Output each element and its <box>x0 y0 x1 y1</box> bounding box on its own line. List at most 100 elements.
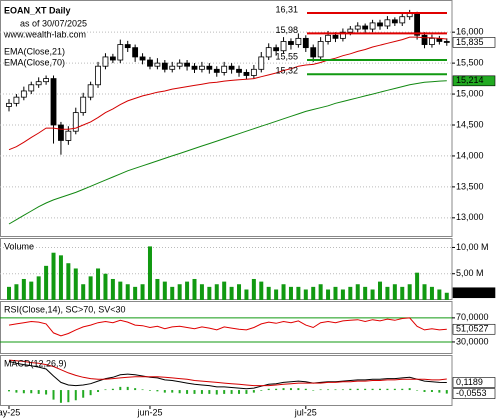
volume-bar <box>318 284 323 300</box>
candle-body <box>206 65 213 70</box>
volume-bar <box>370 289 375 300</box>
candle-body <box>221 65 228 73</box>
histogram-bar <box>193 390 196 394</box>
histogram-bar <box>15 390 18 393</box>
histogram-bar <box>82 390 85 398</box>
histogram-bar <box>327 389 330 391</box>
histogram-bar <box>304 388 307 391</box>
histogram-bar <box>260 390 263 391</box>
volume-bar <box>29 281 34 300</box>
y-tick-label: 10,00 M <box>456 242 489 252</box>
histogram-bar <box>171 390 174 393</box>
panel-frame <box>0 355 453 406</box>
histogram-bar <box>297 388 300 391</box>
volume-bar <box>303 289 308 300</box>
candle-body <box>199 65 205 70</box>
last-value-box <box>452 287 496 299</box>
x-tick-label: jun-25 <box>136 407 162 417</box>
legend-entry: EMA(Close,21) <box>4 46 65 56</box>
histogram-bar <box>445 390 448 394</box>
last-value-label: 51,0527 <box>456 324 489 334</box>
histogram-bar <box>141 389 144 391</box>
volume-bar <box>7 286 11 300</box>
volume-bar <box>155 278 160 300</box>
volume-bar <box>288 286 293 300</box>
volume-bar <box>21 278 26 300</box>
level-label: 15,32 <box>275 66 298 76</box>
y-tick-label: 70,0000 <box>456 312 489 322</box>
candle-body <box>354 25 361 30</box>
panel-frame <box>0 238 453 300</box>
macd-line <box>8 360 447 390</box>
volume-bar <box>147 246 152 300</box>
histogram-bar <box>67 390 70 403</box>
candle-body <box>184 62 190 67</box>
volume-bar <box>378 281 382 300</box>
panel-title: RSI(Close,14), SC>70, SV<30 <box>4 304 126 314</box>
histogram-bar <box>74 390 77 401</box>
volume-bar <box>340 289 345 300</box>
candle-body <box>347 28 354 33</box>
volume-bar <box>177 284 182 300</box>
volume-bar <box>118 281 123 300</box>
volume-bar <box>81 284 86 300</box>
candle-body <box>265 47 272 58</box>
volume-bar <box>162 281 167 300</box>
volume-bar <box>125 284 130 300</box>
volume-bar <box>237 284 242 300</box>
candle-body <box>325 34 331 42</box>
histogram-bar <box>438 390 441 393</box>
volume-bar <box>251 278 256 300</box>
histogram-bar <box>282 388 285 391</box>
candle-body <box>213 68 220 73</box>
histogram-bar <box>364 388 367 391</box>
histogram-bar <box>341 389 344 391</box>
histogram-bar <box>59 390 62 403</box>
last-value-box <box>452 377 496 388</box>
volume-bar <box>444 292 449 300</box>
histogram-bar <box>178 390 181 394</box>
volume-bar <box>88 276 93 300</box>
volume-bar <box>326 289 331 300</box>
volume-bar <box>333 286 338 300</box>
candle-body <box>13 96 20 104</box>
volume-bar <box>392 284 397 300</box>
volume-bar <box>415 272 420 300</box>
candle-body <box>191 65 198 70</box>
legend-entry: EMA(Close,70) <box>4 57 65 67</box>
candle-body <box>369 22 376 30</box>
volume-bar <box>36 276 41 300</box>
candle-body <box>169 65 176 70</box>
histogram-bar <box>8 390 10 392</box>
y-tick-label: 14,500 <box>456 119 484 129</box>
y-tick-label: 15,500 <box>456 57 484 67</box>
histogram-bar <box>30 390 33 394</box>
volume-bar <box>44 265 49 300</box>
y-tick-label: 30,0000 <box>456 336 489 346</box>
volume-bar <box>348 286 353 300</box>
volume-bar <box>407 284 412 300</box>
candle-body <box>154 62 161 67</box>
candle-body <box>310 47 317 58</box>
y-tick-label: 15,000 <box>456 88 484 98</box>
candle-body <box>391 19 398 24</box>
last-value-box <box>452 75 496 87</box>
x-tick-label: jul-25 <box>294 407 317 417</box>
chart-title: EOAN_XT Daily <box>4 5 71 15</box>
candle-body <box>176 62 183 67</box>
last-value-label: -0,0553 <box>456 388 487 398</box>
candle-body <box>243 71 250 76</box>
candle-body <box>87 84 94 98</box>
candle-body <box>147 59 153 67</box>
candle-body <box>377 22 383 27</box>
volume-bar <box>311 286 316 300</box>
histogram-bar <box>371 388 374 391</box>
histogram-bar <box>37 390 40 394</box>
candle-body <box>28 84 35 92</box>
volume-bar <box>133 286 138 300</box>
level-label: 15,98 <box>275 25 298 35</box>
rsi-line <box>8 317 447 337</box>
histogram-bar <box>238 390 241 394</box>
